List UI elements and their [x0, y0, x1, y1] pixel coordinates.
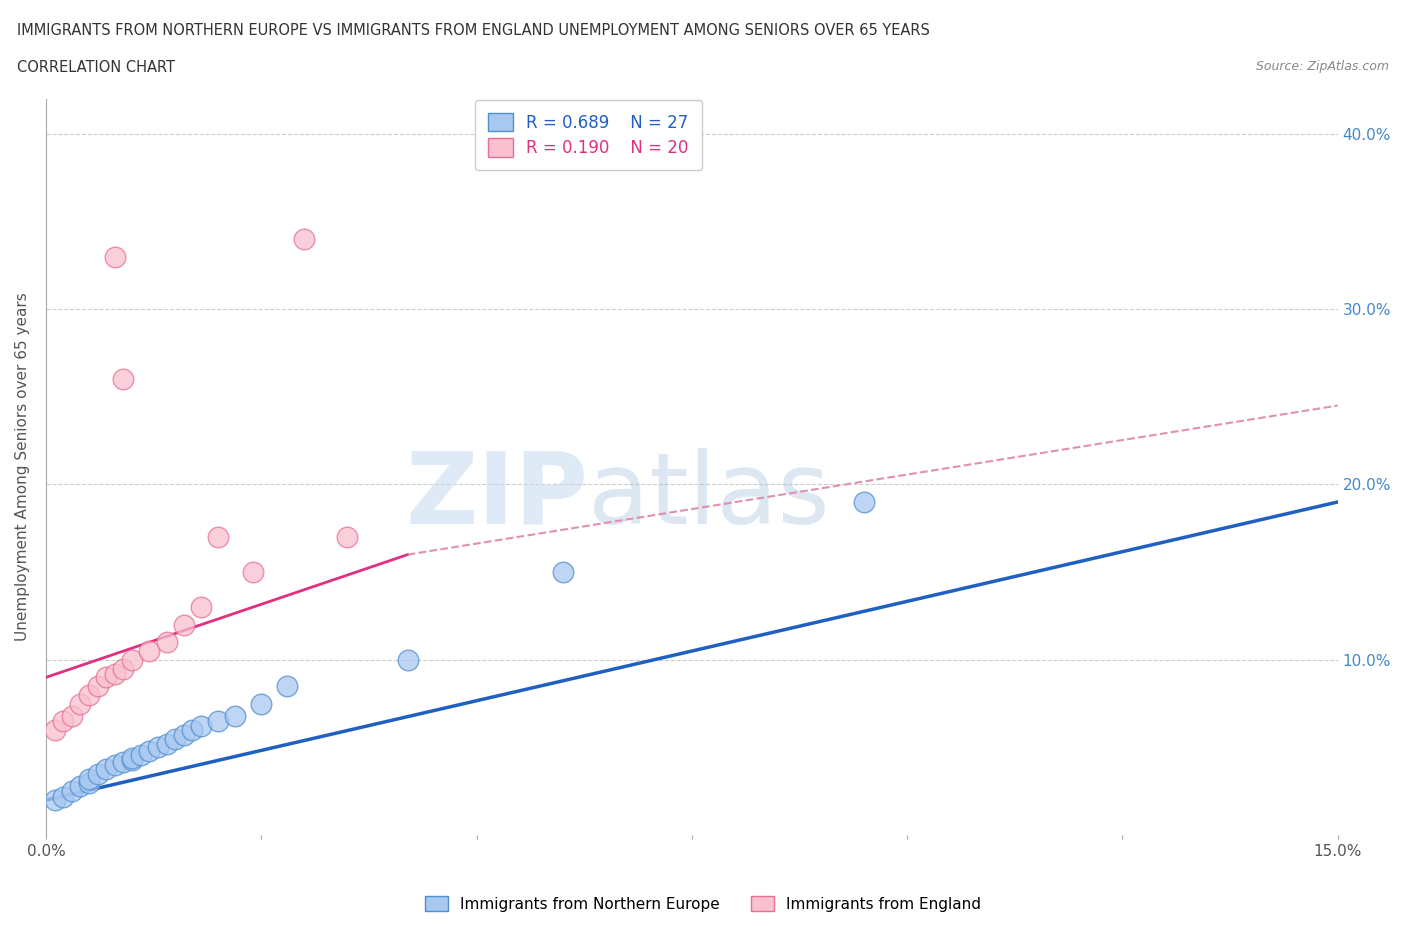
Point	[52, 713, 75, 728]
Point	[104, 758, 127, 773]
Point	[173, 618, 195, 632]
Point	[112, 661, 135, 676]
Point	[112, 372, 135, 387]
Point	[138, 744, 160, 759]
Point	[181, 723, 204, 737]
Point	[138, 644, 160, 658]
Text: atlas: atlas	[589, 448, 830, 545]
Y-axis label: Unemployment Among Seniors over 65 years: Unemployment Among Seniors over 65 years	[15, 293, 30, 642]
Point	[121, 751, 143, 765]
Point	[396, 652, 419, 667]
Point	[146, 740, 169, 755]
Point	[551, 565, 574, 579]
Point	[224, 709, 246, 724]
Text: CORRELATION CHART: CORRELATION CHART	[17, 60, 174, 75]
Text: ZIP: ZIP	[405, 448, 589, 545]
Point	[336, 530, 359, 545]
Point	[96, 670, 118, 684]
Point	[77, 775, 100, 790]
Text: Source: ZipAtlas.com: Source: ZipAtlas.com	[1256, 60, 1389, 73]
Point	[292, 232, 315, 246]
Point	[44, 792, 66, 807]
Point	[69, 778, 91, 793]
Point	[853, 495, 876, 510]
Legend: Immigrants from Northern Europe, Immigrants from England: Immigrants from Northern Europe, Immigra…	[419, 889, 987, 918]
Point	[77, 772, 100, 787]
Point	[112, 754, 135, 769]
Point	[104, 249, 127, 264]
Point	[60, 784, 83, 799]
Point	[173, 728, 195, 743]
Point	[129, 747, 152, 762]
Text: IMMIGRANTS FROM NORTHERN EUROPE VS IMMIGRANTS FROM ENGLAND UNEMPLOYMENT AMONG SE: IMMIGRANTS FROM NORTHERN EUROPE VS IMMIG…	[17, 23, 929, 38]
Point	[96, 761, 118, 776]
Point	[52, 790, 75, 804]
Point	[155, 737, 177, 751]
Legend: R = 0.689    N = 27, R = 0.190    N = 20: R = 0.689 N = 27, R = 0.190 N = 20	[475, 100, 702, 170]
Point	[207, 530, 229, 545]
Point	[190, 600, 212, 615]
Point	[242, 565, 264, 579]
Point	[250, 697, 273, 711]
Point	[207, 713, 229, 728]
Point	[86, 766, 108, 781]
Point	[104, 667, 127, 682]
Point	[121, 652, 143, 667]
Point	[155, 635, 177, 650]
Point	[60, 709, 83, 724]
Point	[86, 679, 108, 694]
Point	[165, 731, 187, 746]
Point	[276, 679, 298, 694]
Point	[121, 752, 143, 767]
Point	[69, 697, 91, 711]
Point	[77, 687, 100, 702]
Point	[190, 719, 212, 734]
Point	[44, 723, 66, 737]
